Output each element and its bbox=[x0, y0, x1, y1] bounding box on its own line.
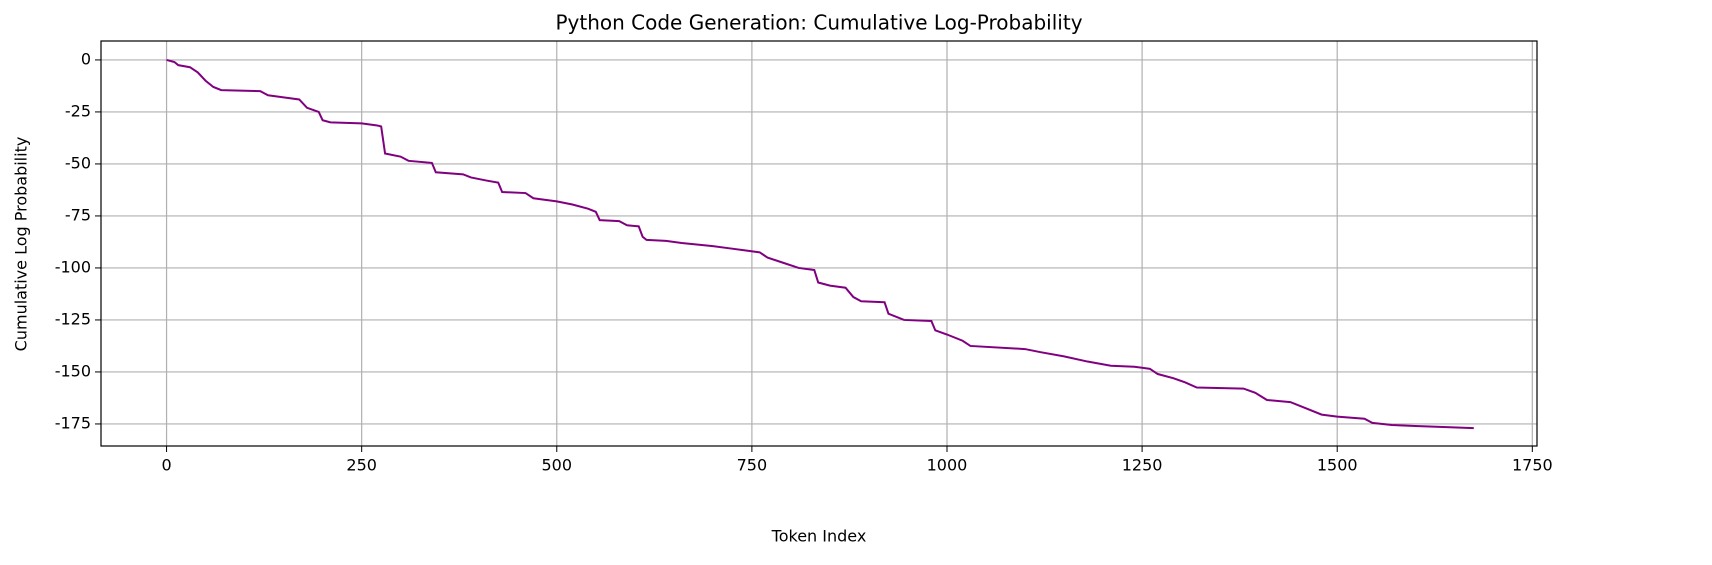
x-tick-label: 1000 bbox=[927, 456, 968, 475]
y-axis-label: Cumulative Log Probability bbox=[12, 137, 31, 352]
x-tick-label: 1250 bbox=[1122, 456, 1163, 475]
y-tick-label: -125 bbox=[55, 309, 91, 328]
y-tick-label: -25 bbox=[65, 101, 91, 120]
x-tick-label: 0 bbox=[161, 456, 171, 475]
x-tick-label: 500 bbox=[542, 456, 573, 475]
x-tick-label: 250 bbox=[346, 456, 377, 475]
x-tick-label: 750 bbox=[737, 456, 768, 475]
y-tick-label: -50 bbox=[65, 153, 91, 172]
y-tick-label: -150 bbox=[55, 361, 91, 380]
y-tick-label: -100 bbox=[55, 257, 91, 276]
x-tick-label: 1500 bbox=[1317, 456, 1358, 475]
y-tick-label: -75 bbox=[65, 205, 91, 224]
y-tick-label: -175 bbox=[55, 413, 91, 432]
plot-frame bbox=[100, 40, 1538, 447]
chart-title: Python Code Generation: Cumulative Log-P… bbox=[555, 11, 1082, 35]
y-tick-label: 0 bbox=[81, 49, 91, 68]
x-tick-label: 1750 bbox=[1512, 456, 1553, 475]
data-line bbox=[166, 58, 1474, 430]
x-axis-label: Token Index bbox=[771, 527, 867, 546]
